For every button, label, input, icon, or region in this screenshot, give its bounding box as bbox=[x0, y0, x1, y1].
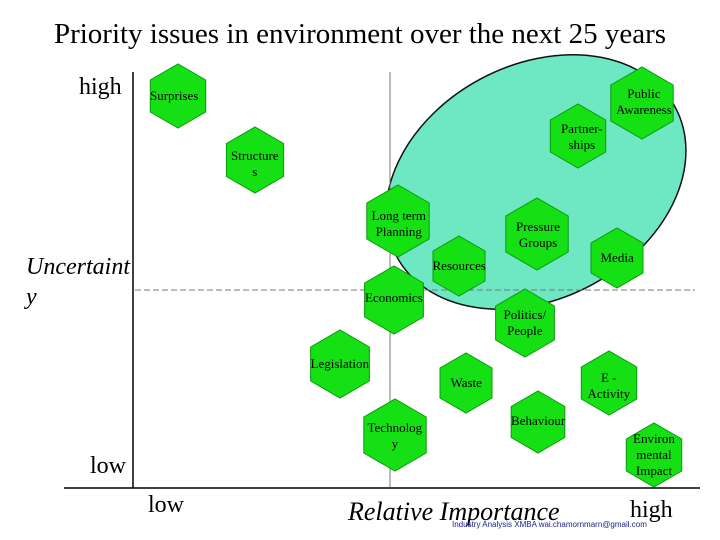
economics-hexagon bbox=[364, 265, 424, 335]
politics-people-hexagon bbox=[495, 288, 555, 358]
waste-label: Waste bbox=[450, 375, 482, 390]
resources-hexagon bbox=[432, 235, 486, 297]
y-axis-label-text: Uncertaint y bbox=[26, 254, 130, 310]
e-activity-label: E - Activity bbox=[587, 370, 631, 401]
media-hexagon bbox=[590, 227, 644, 289]
legislation-label: Legislation bbox=[310, 356, 370, 371]
x-axis-label: Relative Importance bbox=[348, 497, 560, 526]
surprises-label: Surprises bbox=[150, 88, 199, 103]
partnerships-label: Partner- ships bbox=[561, 121, 603, 152]
x-axis-low-label: low bbox=[148, 492, 184, 518]
y-axis-label: Uncertaint y bbox=[26, 252, 130, 312]
public-awareness-hexagon bbox=[610, 66, 674, 140]
politics-people-label: Politics/ People bbox=[503, 307, 547, 338]
long-term-planning-hexagon bbox=[366, 184, 430, 258]
legislation-hexagon bbox=[310, 329, 370, 399]
partnerships-hexagon bbox=[549, 103, 607, 169]
x-axis-high-label: high bbox=[630, 497, 673, 523]
environmental-impact-label: Environ mental Impact bbox=[633, 431, 675, 478]
behaviour-label: Behaviour bbox=[511, 413, 566, 428]
behaviour-hexagon bbox=[510, 390, 566, 454]
pressure-groups-label: Pressure Groups bbox=[516, 219, 561, 250]
e-activity-hexagon bbox=[580, 350, 638, 416]
technology-hexagon bbox=[363, 398, 427, 472]
y-axis-low-label: low bbox=[90, 453, 126, 479]
technology-label: Technolog y bbox=[367, 420, 423, 451]
media-label: Media bbox=[600, 250, 634, 265]
footer-credit: Industry Analysis XMBA wai.chamornmarn@g… bbox=[452, 520, 647, 529]
page-title: Priority issues in environment over the … bbox=[53, 18, 667, 50]
long-term-planning-label: Long term Planning bbox=[371, 208, 427, 239]
pressure-groups-hexagon bbox=[505, 197, 569, 271]
economics-label: Economics bbox=[365, 290, 423, 305]
structures-label: Structure s bbox=[231, 148, 279, 179]
waste-hexagon bbox=[439, 352, 493, 414]
environmental-impact-hexagon bbox=[625, 422, 683, 488]
y-axis-high-label: high bbox=[79, 74, 122, 100]
structures-hexagon bbox=[225, 126, 285, 194]
surprises-hexagon bbox=[149, 63, 207, 129]
resources-label: Resources bbox=[432, 258, 486, 273]
public-awareness-label: Public Awareness bbox=[616, 86, 672, 117]
